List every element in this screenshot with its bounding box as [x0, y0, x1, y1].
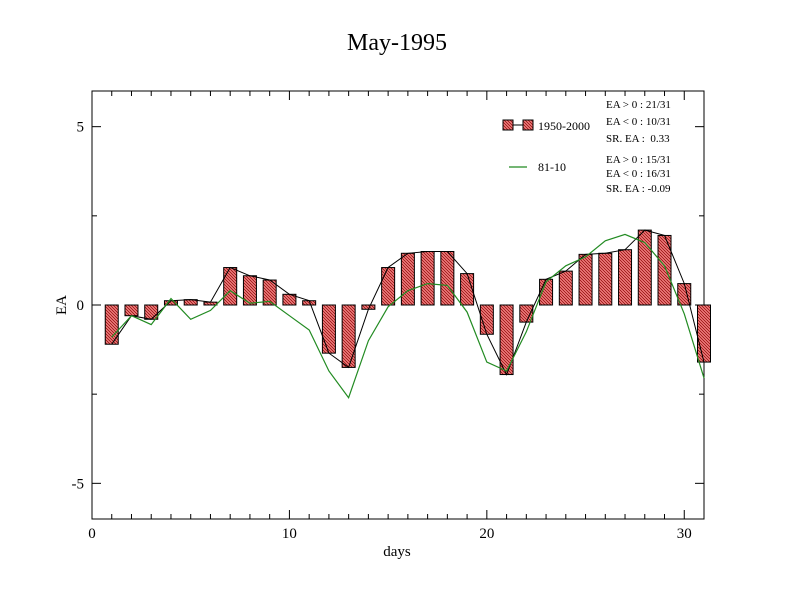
x-axis-label: days [383, 544, 411, 560]
line-1950-2000 [111, 229, 705, 376]
lines-group [111, 229, 705, 399]
legend-swatch-1950-left [502, 119, 514, 131]
bar-day-3 [144, 304, 159, 320]
x-tick-label: 0 [88, 526, 96, 542]
bar-day-16 [400, 252, 415, 306]
bars-group [104, 229, 711, 376]
bar-day-7 [223, 267, 238, 306]
y-axis-label: EA [54, 295, 70, 315]
bar-day-21 [499, 304, 514, 376]
legend-swatch-1950-right [522, 119, 534, 131]
stats-8110-negative: EA < 0 : 16/31 [606, 168, 671, 180]
bar-day-19 [460, 273, 475, 306]
bar-day-13 [341, 304, 356, 368]
bar-day-2 [124, 304, 139, 317]
stats-1950-positive: EA > 0 : 21/31 [606, 99, 671, 111]
legend-label-8110: 81-10 [538, 160, 566, 174]
stats-1950-sr: SR. EA : 0.33 [606, 133, 670, 145]
bar-day-26 [598, 252, 613, 306]
bar-day-27 [618, 249, 633, 306]
chart-title: May-1995 [347, 30, 447, 56]
y-tick-label: 5 [77, 120, 85, 136]
bar-day-17 [420, 251, 435, 306]
legend-label-1950: 1950-2000 [538, 119, 590, 133]
x-tick-label: 30 [677, 526, 692, 542]
bar-day-12 [321, 304, 336, 354]
bar-day-24 [558, 270, 573, 306]
y-tick-label: -5 [72, 476, 85, 492]
bar-day-25 [578, 253, 593, 306]
x-tick-label: 10 [282, 526, 297, 542]
bar-day-15 [381, 267, 396, 306]
bar-day-18 [440, 251, 455, 306]
bar-day-31 [697, 304, 711, 363]
y-tick-label: 0 [77, 298, 85, 314]
x-tick-label: 20 [479, 526, 494, 542]
line-81-10 [111, 233, 705, 399]
axes-group: 0 10 20 30 -5 0 5 [72, 91, 705, 542]
legend: 1950-2000 81-10 EA > 0 : 21/31 EA < 0 : … [502, 99, 671, 195]
stats-8110-sr: SR. EA : -0.09 [606, 183, 671, 195]
stats-8110-positive: EA > 0 : 15/31 [606, 154, 671, 166]
stats-1950-negative: EA < 0 : 10/31 [606, 116, 671, 128]
